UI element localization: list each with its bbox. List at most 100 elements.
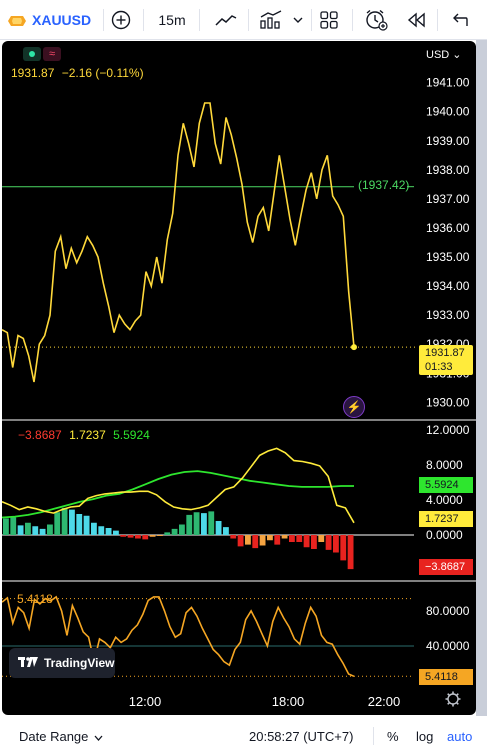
settings-gear-icon[interactable] [447,693,459,705]
indicators-dropdown[interactable] [290,8,306,32]
macd-histogram-bar [32,526,39,535]
price-axis-tick: 1930.00 [426,395,470,409]
macd-signal-line [2,470,354,519]
tag-price: 1931.87 [425,347,465,359]
price-axis-tick: 1933.00 [426,308,470,322]
macd-histogram-bar [105,528,112,535]
macd-histogram-bar [281,535,288,539]
macd-histogram-bar [39,528,46,535]
macd-histogram-bar [149,535,156,537]
adjacent-panel-edge [476,40,487,716]
price-axis-tick: 1938.00 [426,163,470,177]
toolbar-divider [248,9,249,31]
rsi-legend: 5.4118 [17,592,53,606]
signal-tag: 5.5924 [419,477,473,493]
toolbar-divider [199,9,200,31]
price-axis-tick: 1940.00 [426,105,470,119]
macd-histogram-bar [135,535,141,539]
clock-button[interactable]: 20:58:27 (UTC+7) [249,716,353,756]
chart-area[interactable]: 1941.00 1940.00 1939.00 1938.00 1937.00 1936.… [2,41,476,715]
macd-histogram-bar [193,512,200,535]
auto-toggle[interactable]: auto [447,716,472,756]
macd-histogram-bar [54,512,61,535]
macd-tag: 1.7237 [419,511,473,527]
add-symbol-button[interactable] [108,8,134,32]
bottom-bar: Date Range 20:58:27 (UTC+7) % log auto [0,716,487,756]
date-range-label: Date Range [19,728,89,744]
layout-button[interactable] [316,8,342,32]
percent-toggle[interactable]: % [387,716,399,756]
rsi-tag: 5.4118 [419,669,473,685]
macd-histogram-bar [252,535,259,549]
symbol-search-button[interactable]: XAUUSD [8,8,100,32]
time-axis-label: 12:00 [129,694,162,709]
macd-histogram-bar [267,535,273,541]
dropdown-chevron-icon [293,17,303,23]
undo-button[interactable] [447,8,473,32]
macd-histogram-bar [113,530,119,535]
macd-line-value: 1.7237 [69,428,106,442]
legend-change: −2.16 (−0.11%) [61,66,144,80]
currency-label: USD [426,49,450,61]
settings-gear-tooth [447,693,451,697]
chart-type-line-icon [215,15,237,26]
macd-histogram-bar [127,535,134,538]
date-range-button[interactable]: Date Range [19,716,103,756]
macd-histogram-bar [69,509,75,535]
price-axis-tick: 1936.00 [426,221,470,235]
macd-histogram-bar [259,535,266,546]
macd-histogram-bar [311,535,317,549]
price-axis-tick: 1941.00 [426,76,470,90]
macd-histogram-bar [340,535,347,561]
indicators-button[interactable] [256,8,286,32]
macd-histogram-bar [142,535,149,540]
log-toggle[interactable]: log [416,716,433,756]
rsi-value: 5.4118 [17,592,53,606]
macd-histogram-bar [3,518,9,535]
macd-hist-value: −3.8687 [18,428,62,442]
macd-histogram-bar [289,535,295,542]
macd-histogram-bar [61,507,68,535]
bottom-divider [373,727,374,745]
price-axis-tick: 1935.00 [426,250,470,264]
macd-histogram-bar [98,526,105,535]
macd-histogram-bar [10,517,17,535]
layout-grid-icon [320,11,338,29]
chart-type-button[interactable] [211,8,241,32]
legend-status: ≈ [23,47,61,61]
alert-line-label[interactable]: (1937.42) [358,178,410,192]
macd-histogram-bar [25,522,31,535]
interval-button[interactable]: 15m [152,8,192,32]
price-axis-tick: 1939.00 [426,134,470,148]
replay-button[interactable] [402,8,430,32]
macd-legend: −3.8687 1.7237 5.5924 [18,428,150,442]
clock-label: 20:58:27 (UTC+7) [249,728,354,744]
toolbar-divider [311,9,312,31]
price-axis-tick: 1937.00 [426,192,470,206]
macd-axis-tick: 8.0000 [426,458,463,472]
macd-histogram-bar [179,524,185,535]
live-dot-icon [23,47,41,61]
top-toolbar: XAUUSD 15m [0,0,487,40]
price-legend: 1931.87 −2.16 (−0.11%) [11,66,144,80]
macd-histogram-bar [318,535,325,542]
legend-last-price: 1931.87 [11,66,55,80]
hist-tag: −3.8687 [419,559,473,575]
macd-histogram-bar [17,525,24,535]
settings-gear-tooth [447,701,451,705]
currency-selector[interactable]: USD ⌄ [426,48,462,61]
macd-histogram-bar [201,513,207,535]
time-axis-label: 22:00 [368,694,401,709]
tag-countdown: 01:33 [425,361,453,373]
toolbar-divider [437,9,438,31]
last-price-marker [351,344,357,351]
settings-gear-tooth [455,701,459,705]
alert-button[interactable] [362,6,390,34]
macd-histogram-bar [157,535,163,536]
add-symbol-icon [111,10,131,30]
lightning-icon[interactable]: ⚡ [343,396,365,418]
settings-gear-tooth [455,693,459,697]
tradingview-logo[interactable]: TradingView [9,648,115,678]
chart-canvas[interactable]: 1941.00 1940.00 1939.00 1938.00 1937.00 1936.… [2,41,476,715]
macd-histogram-bar [245,535,251,545]
